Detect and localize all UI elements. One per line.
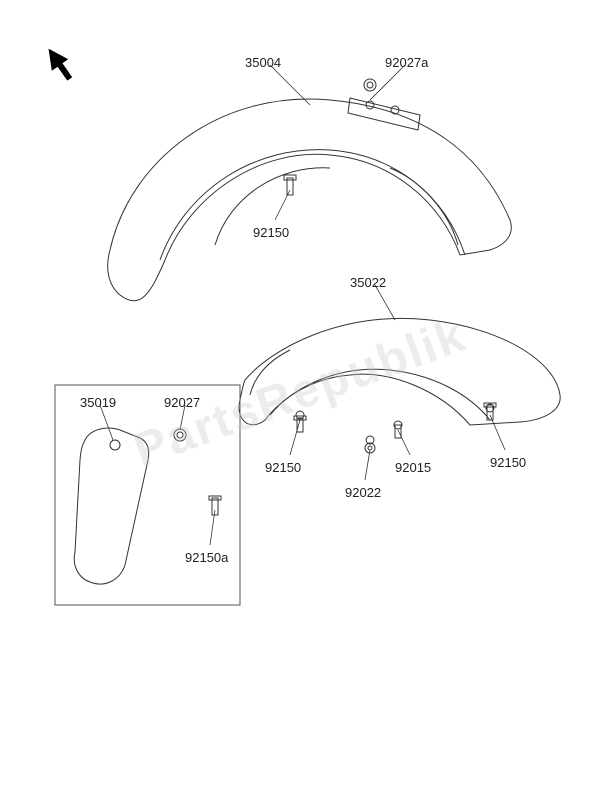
front-fender-shape — [108, 79, 512, 301]
label-92150a: 92150a — [185, 550, 228, 565]
diagram-svg — [0, 0, 600, 785]
label-35019: 35019 — [80, 395, 116, 410]
label-92150-a: 92150 — [253, 225, 289, 240]
label-92015: 92015 — [395, 460, 431, 475]
label-35004: 35004 — [245, 55, 281, 70]
parts-diagram: PartsRepublik 35004 92027a 92150 35022 3… — [0, 0, 600, 785]
bolt-front-fender-shape — [284, 175, 296, 195]
side-flap-group — [55, 385, 240, 605]
label-92022: 92022 — [345, 485, 381, 500]
label-92027: 92027 — [164, 395, 200, 410]
rear-hardware-shapes — [294, 403, 496, 453]
label-92150-b: 92150 — [265, 460, 301, 475]
label-92150-c: 92150 — [490, 455, 526, 470]
orientation-arrow — [35, 40, 85, 90]
leader-lines — [100, 65, 505, 545]
label-35022: 35022 — [350, 275, 386, 290]
label-92027a: 92027a — [385, 55, 428, 70]
